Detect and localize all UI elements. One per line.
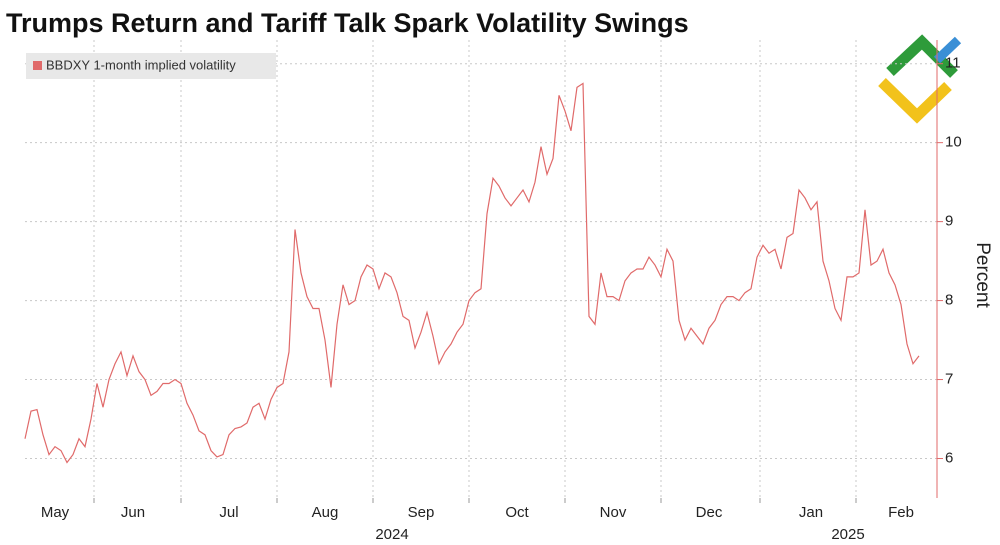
logo-yellow bbox=[878, 78, 952, 124]
x-tick-label: Dec bbox=[696, 504, 723, 521]
logo-green bbox=[886, 34, 958, 78]
x-tick-label: Oct bbox=[505, 504, 529, 521]
year-label: 2024 bbox=[375, 526, 408, 543]
legend: BBDXY 1-month implied volatility bbox=[26, 53, 276, 79]
x-tick-label: Jun bbox=[121, 504, 145, 521]
x-tick-label: May bbox=[41, 504, 70, 521]
year-label: 2025 bbox=[831, 526, 864, 543]
data-line bbox=[24, 82, 920, 464]
y-tick-label: 8 bbox=[945, 292, 953, 309]
x-tick-label: Sep bbox=[408, 504, 435, 521]
x-tick-label: Aug bbox=[312, 504, 339, 521]
y-axis-label: Percent bbox=[972, 242, 993, 308]
chart-title: Trumps Return and Tariff Talk Spark Vola… bbox=[6, 8, 689, 38]
y-tick-label: 9 bbox=[945, 213, 953, 230]
legend-label: BBDXY 1-month implied volatility bbox=[46, 57, 236, 72]
logo bbox=[878, 34, 962, 124]
x-tick-label: Nov bbox=[600, 504, 627, 521]
x-tick-label: Feb bbox=[888, 504, 914, 521]
y-tick-label: 7 bbox=[945, 371, 953, 388]
x-tick-label: Jul bbox=[219, 504, 238, 521]
legend-box bbox=[26, 53, 276, 79]
x-tick-label: Jan bbox=[799, 504, 823, 521]
y-tick-label: 10 bbox=[945, 134, 962, 151]
legend-swatch bbox=[33, 61, 42, 70]
y-tick-label: 6 bbox=[945, 449, 953, 466]
logo-blue bbox=[933, 36, 962, 64]
y-tick-label: 11 bbox=[945, 55, 961, 72]
